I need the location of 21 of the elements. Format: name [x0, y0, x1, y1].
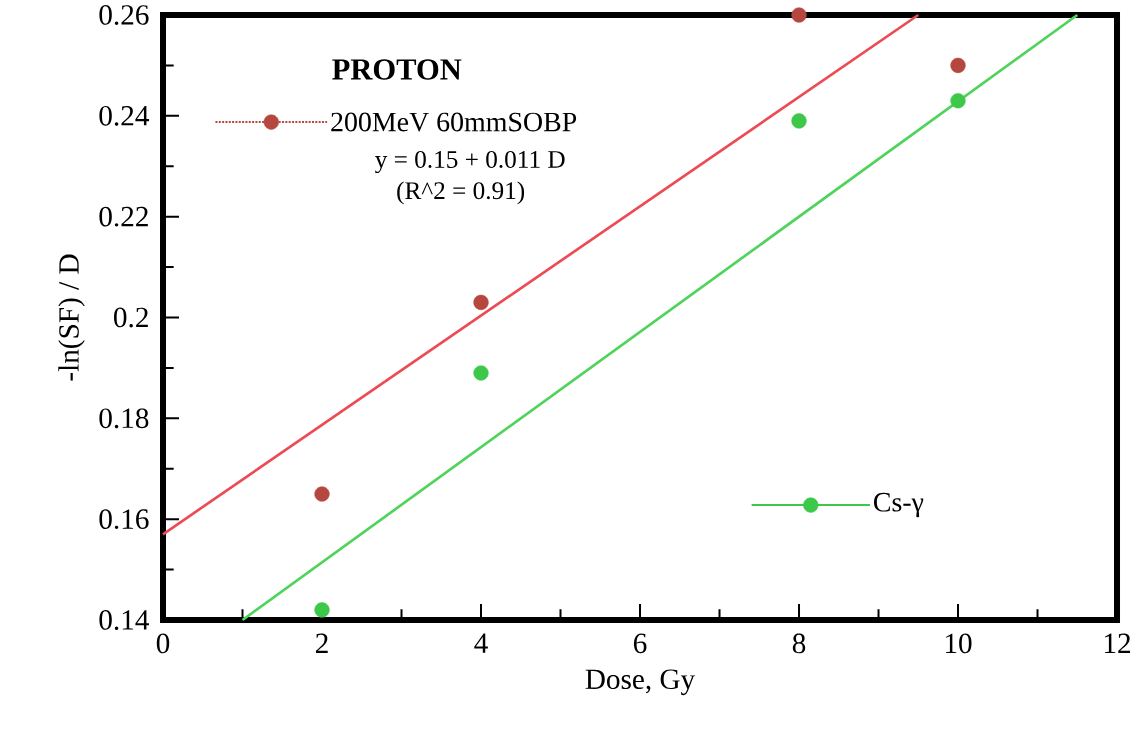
- y-axis-title: -ln(SF) / D: [58, 254, 85, 381]
- y-tick-label: 0.14: [99, 610, 149, 630]
- y-tick-label: 0.18: [99, 408, 149, 429]
- annotation: y = 0.15 + 0.011 D: [375, 150, 565, 174]
- x-tick-label: 12: [1104, 633, 1131, 653]
- x-tick-label: 4: [474, 633, 488, 653]
- x-tick-label: 0: [156, 633, 170, 654]
- x-axis-title: Dose, Gy: [585, 669, 696, 696]
- legend-label: Cs-γ: [874, 492, 924, 518]
- x-tick-label: 8: [792, 633, 806, 654]
- annotation: PROTON: [332, 59, 462, 80]
- x-tick-label: 6: [633, 633, 647, 654]
- y-tick-label: 0.16: [99, 509, 149, 530]
- y-tick-label: 0.26: [99, 5, 149, 25]
- y-tick-label: 0.24: [99, 105, 149, 126]
- x-tick-label: 2: [315, 633, 328, 653]
- legend-label: 200MeV 60mmSOBP: [331, 112, 577, 132]
- x-tick-label: 10: [945, 633, 972, 654]
- y-tick-label: 0.22: [99, 206, 148, 227]
- y-tick-label: 0.2: [114, 307, 148, 328]
- annotation: (R^2 = 0.91): [397, 181, 525, 205]
